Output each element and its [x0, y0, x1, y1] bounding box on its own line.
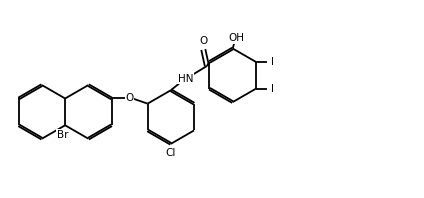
Text: Br: Br [57, 129, 68, 140]
Text: I: I [271, 84, 274, 94]
Text: O: O [126, 93, 134, 104]
Text: HN: HN [178, 74, 193, 84]
Text: OH: OH [229, 33, 245, 43]
Text: Cl: Cl [166, 148, 176, 158]
Text: O: O [199, 36, 207, 46]
Text: I: I [271, 57, 274, 67]
